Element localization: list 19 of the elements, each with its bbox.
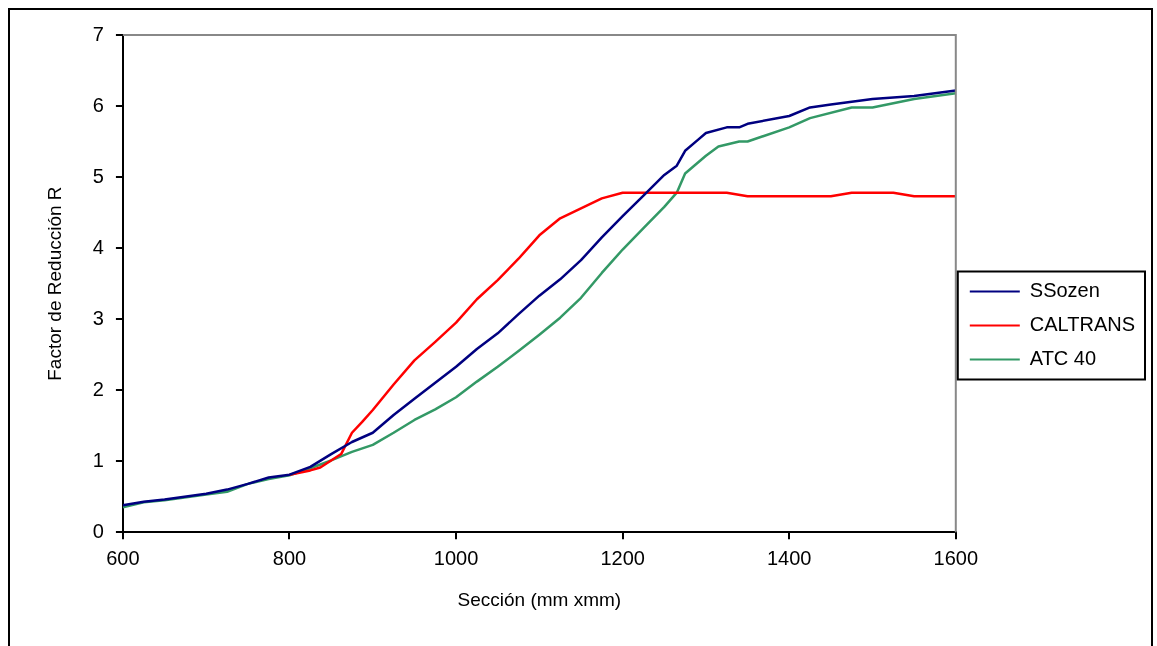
x-tick-label: 1200 <box>600 546 645 569</box>
x-tick-label: 1000 <box>433 546 479 569</box>
x-tick-label: 800 <box>272 546 307 569</box>
legend-label: SSozen <box>1029 279 1100 302</box>
y-tick-label: 3 <box>92 306 104 329</box>
legend-label: ATC 40 <box>1029 347 1097 370</box>
x-axis-title: Sección (mm xmm) <box>457 588 622 610</box>
y-tick-label: 5 <box>92 164 104 187</box>
x-tick-label: 1400 <box>766 546 812 569</box>
y-tick-label: 4 <box>92 235 104 258</box>
y-tick-label: 0 <box>92 519 104 542</box>
y-axis-title: Factor de Reducción R <box>43 186 65 381</box>
y-tick-label: 2 <box>92 377 104 400</box>
legend-label: CALTRANS <box>1029 313 1136 336</box>
y-tick-label: 1 <box>92 448 104 471</box>
y-tick-label: 6 <box>92 93 104 116</box>
y-tick-label: 7 <box>92 22 104 45</box>
x-tick-label: 600 <box>106 546 140 569</box>
x-tick-label: 1600 <box>933 546 979 569</box>
